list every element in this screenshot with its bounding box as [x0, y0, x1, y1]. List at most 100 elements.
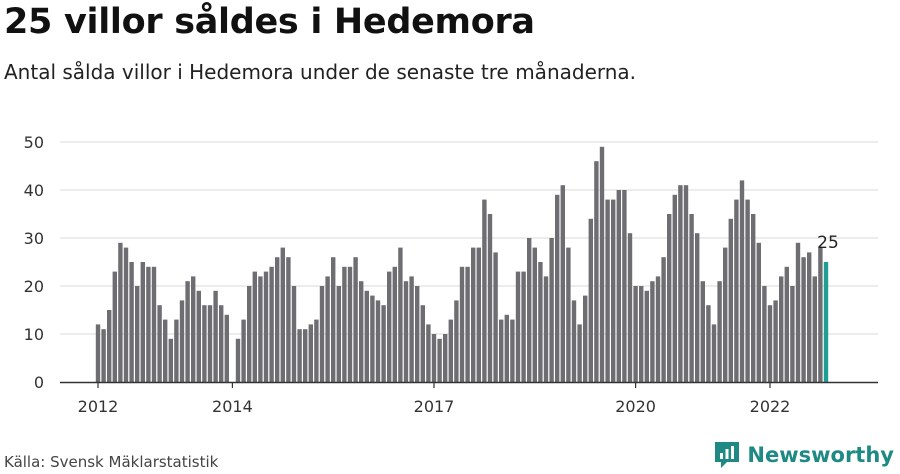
- bar: [325, 276, 330, 382]
- bar: [650, 281, 655, 382]
- bar: [487, 214, 493, 382]
- bar: [224, 314, 229, 382]
- bar: [499, 319, 504, 382]
- bar: [627, 233, 633, 382]
- bar: [566, 247, 571, 382]
- bar: [291, 286, 297, 382]
- bar: [672, 194, 677, 382]
- bar: [801, 257, 806, 382]
- y-tick-label: 20: [24, 277, 44, 296]
- bar: [347, 266, 353, 382]
- y-tick-label: 30: [24, 229, 44, 248]
- bar: [431, 334, 437, 382]
- bar: [807, 252, 812, 382]
- bar: [314, 319, 319, 382]
- bar: [695, 233, 700, 382]
- bar: [683, 185, 689, 382]
- bar: [280, 247, 285, 382]
- bar: [437, 338, 442, 382]
- bar: [241, 319, 246, 382]
- bar: [398, 247, 403, 382]
- x-tick-label: 2020: [615, 397, 656, 416]
- bar: [555, 194, 560, 382]
- y-tick-label: 0: [34, 373, 44, 392]
- bar: [297, 329, 302, 382]
- bar: [454, 300, 459, 382]
- bar-highlight: [823, 262, 829, 382]
- bar: [583, 295, 588, 382]
- bar: [258, 276, 263, 382]
- chart-title: 25 villor såldes i Hedemora: [4, 2, 535, 42]
- bar: [812, 276, 817, 382]
- bar: [112, 271, 117, 382]
- bar: [538, 262, 543, 382]
- bar: [123, 247, 129, 382]
- source-note: Källa: Svensk Mäklarstatistik: [4, 453, 219, 471]
- bar: [207, 305, 213, 382]
- bar: [504, 314, 509, 382]
- bar: [622, 190, 627, 382]
- bar: [560, 185, 565, 382]
- bar: [286, 257, 291, 382]
- bar: [739, 180, 745, 382]
- bar: [543, 276, 549, 382]
- bar: [599, 146, 605, 382]
- bar: [459, 266, 465, 382]
- bar: [163, 319, 168, 382]
- bar: [342, 266, 347, 382]
- bar: [773, 300, 778, 382]
- bar: [784, 266, 789, 382]
- bar: [247, 286, 252, 382]
- bar: [594, 161, 599, 382]
- bar: [375, 300, 381, 382]
- bar: [403, 281, 409, 382]
- bar: [415, 286, 420, 382]
- bar: [655, 276, 661, 382]
- labels: 0 10 20 30 40 50 2012 2014 2017 2020 2022 25: [24, 133, 839, 416]
- bar: [202, 305, 207, 382]
- bar: [336, 286, 341, 382]
- x-tick-label: 2014: [212, 397, 253, 416]
- bar: [196, 290, 201, 382]
- bar: [392, 266, 397, 382]
- bar: [734, 199, 739, 382]
- bar: [107, 310, 112, 382]
- bar: [448, 319, 453, 382]
- bar: [706, 305, 711, 382]
- bar: [795, 242, 801, 382]
- bar: [818, 247, 823, 382]
- y-tick-label: 10: [24, 325, 44, 344]
- bar: [471, 247, 476, 382]
- bar: [465, 266, 470, 382]
- bar: [515, 271, 521, 382]
- bar: [700, 281, 705, 382]
- x-tick-label: 2012: [78, 397, 119, 416]
- bar: [168, 338, 173, 382]
- bar: [370, 295, 375, 382]
- bar: [482, 199, 487, 382]
- bar: [140, 262, 145, 382]
- bar: [420, 305, 425, 382]
- bar: [588, 218, 593, 382]
- bar: [493, 252, 498, 382]
- bar: [235, 338, 241, 382]
- bar: [331, 257, 336, 382]
- bar: [135, 286, 140, 382]
- brand-logo[interactable]: Newsworthy: [713, 440, 894, 470]
- bar: [689, 214, 694, 382]
- bar: [129, 262, 134, 382]
- bar: [510, 319, 515, 382]
- bar: [426, 324, 431, 382]
- last-bar-value-label: 25: [817, 233, 839, 253]
- bar: [101, 329, 106, 382]
- bar: [219, 305, 224, 382]
- bar: [644, 290, 649, 382]
- bar: [532, 247, 537, 382]
- bar: [95, 324, 101, 382]
- bar: [661, 257, 666, 382]
- bar: [549, 238, 554, 382]
- bar: [779, 276, 784, 382]
- bar: [359, 281, 364, 382]
- bar: [387, 271, 392, 382]
- bar: [118, 242, 123, 382]
